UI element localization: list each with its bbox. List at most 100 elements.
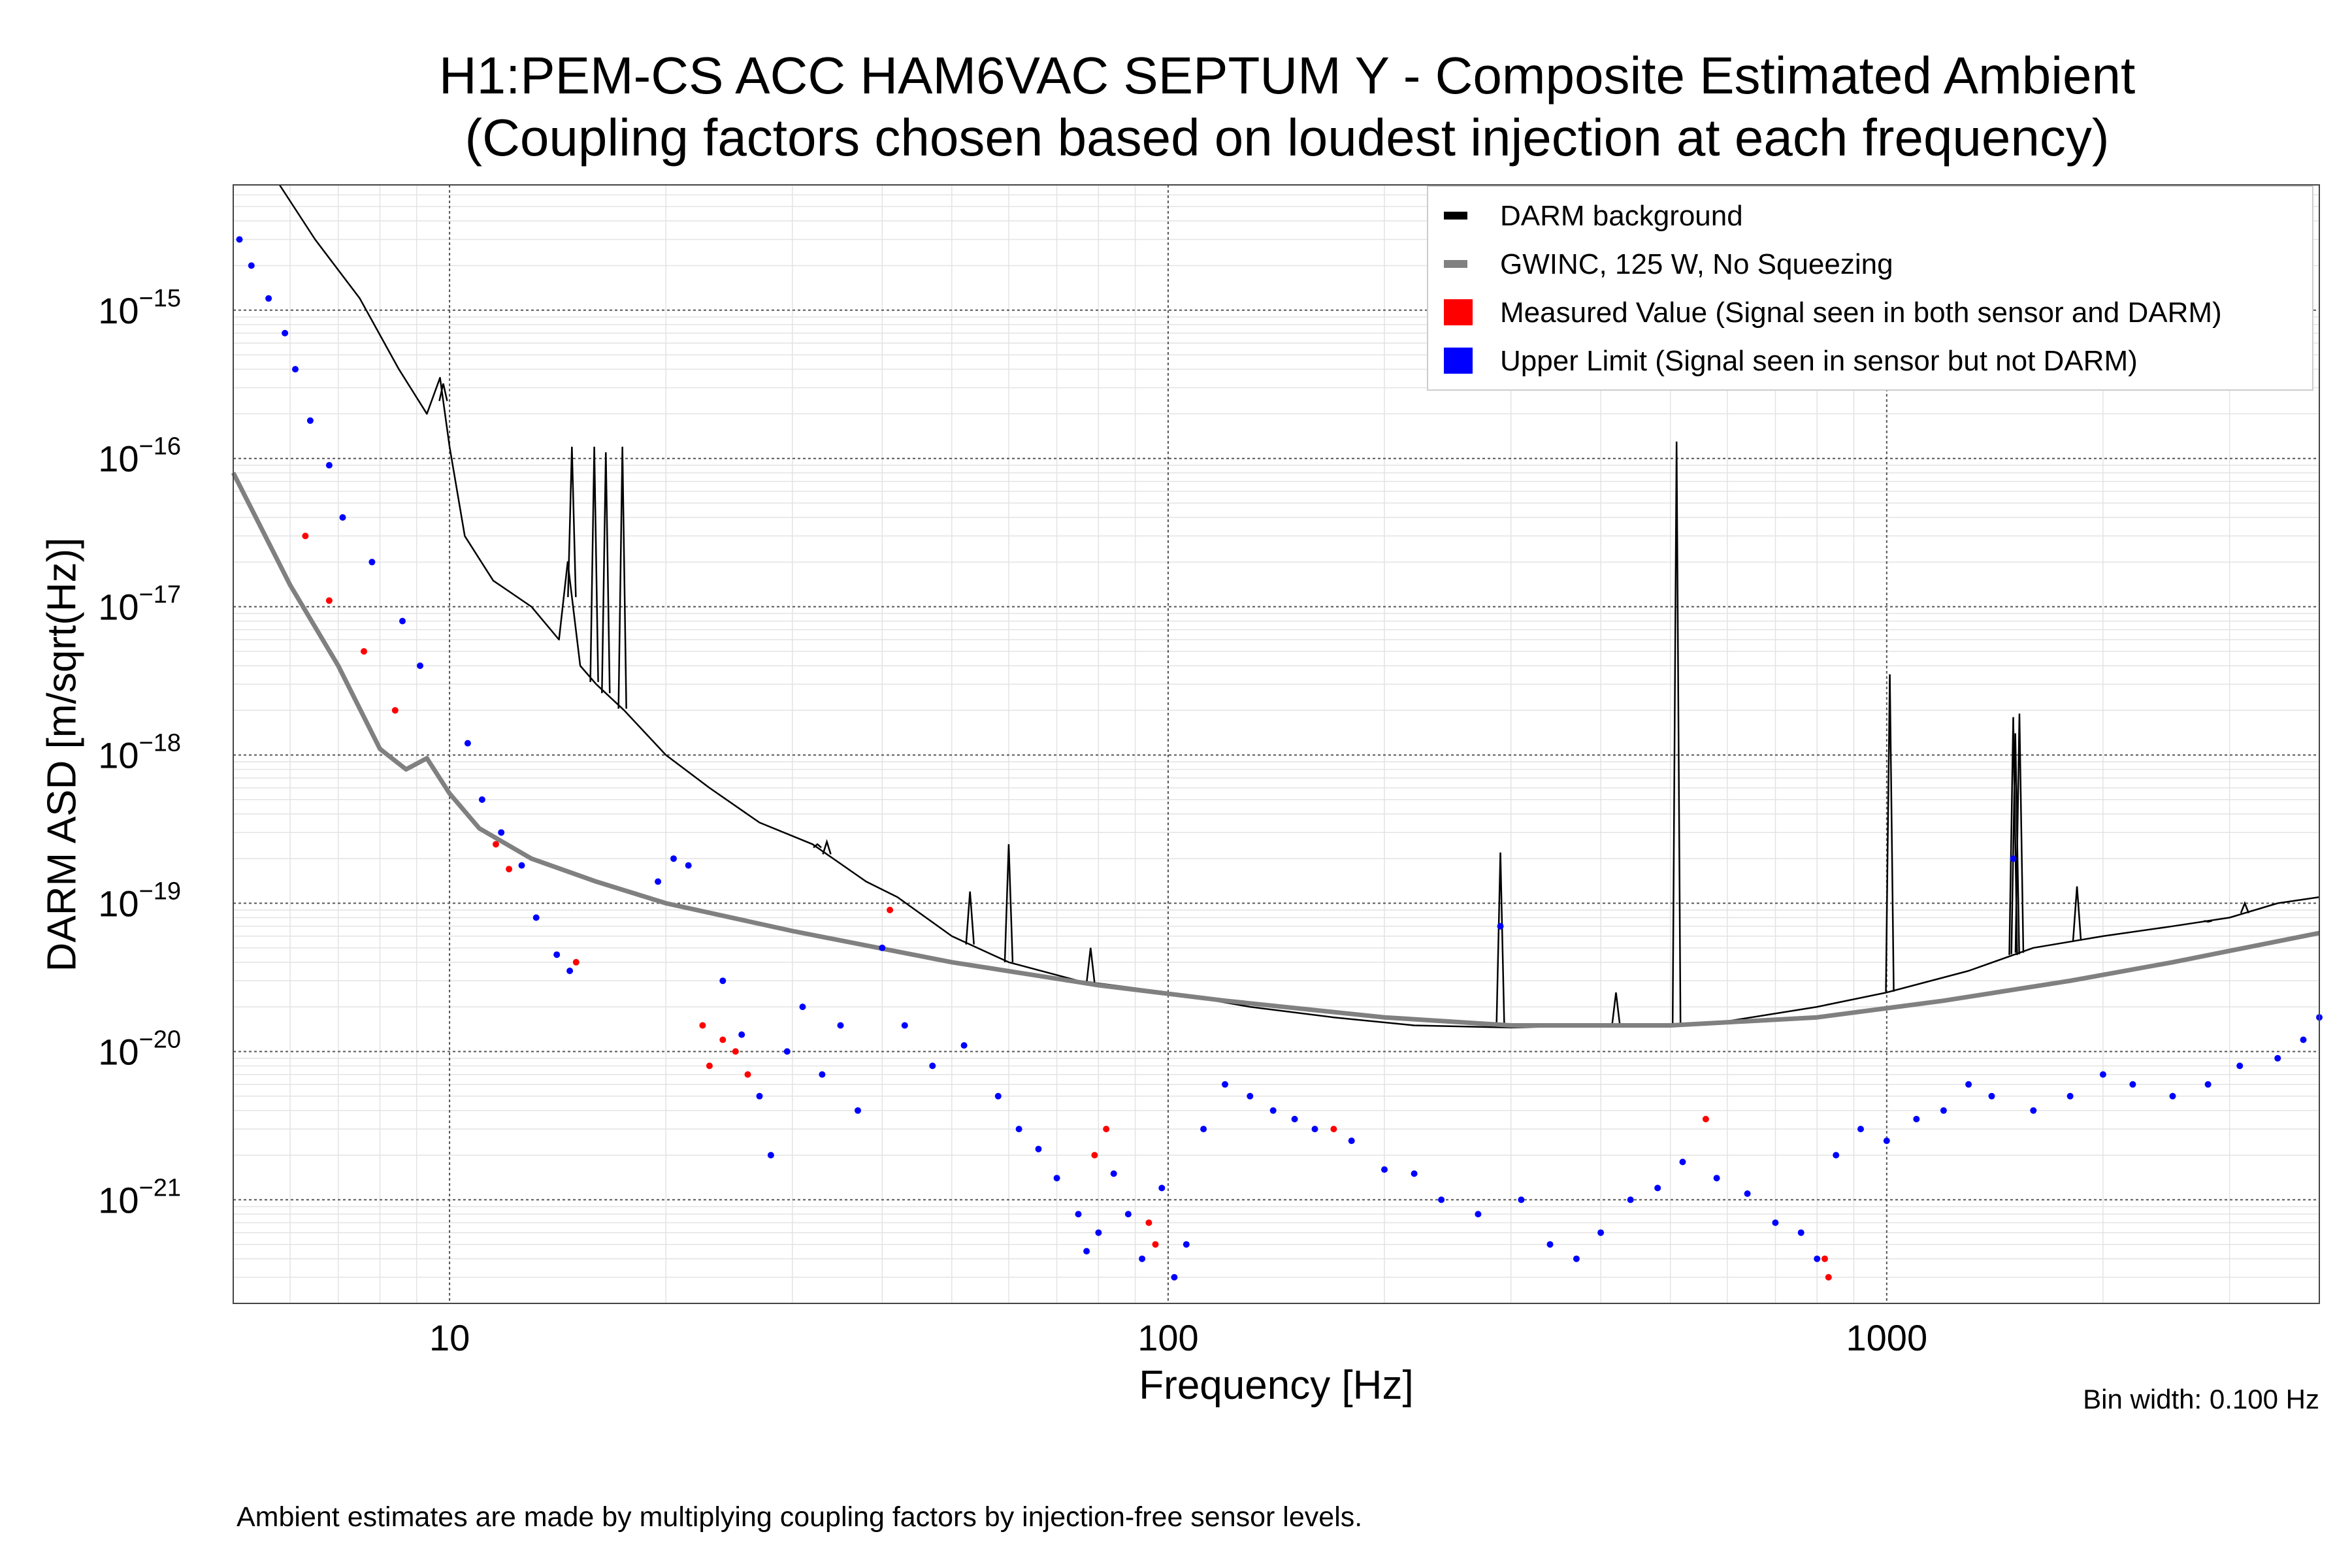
upper-limit-point bbox=[566, 968, 574, 974]
measured-value-point bbox=[1152, 1241, 1159, 1248]
darm-peak bbox=[567, 446, 577, 597]
upper-limit-point bbox=[1200, 1126, 1207, 1133]
darm-peak bbox=[2072, 886, 2082, 941]
legend-swatch bbox=[1444, 348, 1473, 374]
chart-subtitle: (Coupling factors chosen based on loudes… bbox=[465, 108, 2110, 167]
upper-limit-point bbox=[1411, 1170, 1418, 1177]
upper-limit-point bbox=[879, 944, 886, 951]
upper-limit-point bbox=[248, 262, 255, 269]
measured-value-point bbox=[1821, 1255, 1828, 1262]
upper-limit-point bbox=[1348, 1137, 1355, 1145]
upper-limit-point bbox=[417, 662, 423, 669]
y-tick-label: 10−15 bbox=[98, 285, 181, 331]
upper-limit-point bbox=[929, 1062, 936, 1070]
plot-border bbox=[233, 184, 2320, 1304]
upper-limit-point bbox=[478, 796, 485, 803]
darm-peak bbox=[617, 446, 627, 709]
upper-limit-point bbox=[1913, 1115, 1920, 1122]
upper-limit-point bbox=[2204, 1081, 2212, 1088]
legend-swatch bbox=[1444, 299, 1473, 325]
legend-box bbox=[1427, 186, 2313, 391]
x-axis-label: Frequency [Hz] bbox=[1139, 1363, 1414, 1408]
y-axis-label: DARM ASD [m/sqrt(Hz)] bbox=[39, 537, 85, 972]
legend-label: GWINC, 125 W, No Squeezing bbox=[1500, 248, 1893, 280]
upper-limit-point bbox=[2099, 1071, 2106, 1078]
upper-limit-point bbox=[1772, 1219, 1779, 1226]
measured-value-point bbox=[302, 532, 309, 540]
upper-limit-point bbox=[1546, 1241, 1554, 1248]
upper-limit-point bbox=[1475, 1211, 1482, 1218]
darm-peak bbox=[2014, 713, 2025, 953]
x-tick-label: 1000 bbox=[1846, 1317, 1928, 1358]
darm-peak bbox=[601, 452, 611, 694]
darm-peak bbox=[1885, 674, 1895, 992]
upper-limit-point bbox=[1269, 1107, 1277, 1114]
measured-value-point bbox=[732, 1048, 739, 1055]
upper-limit-point bbox=[236, 236, 243, 243]
upper-limit-point bbox=[2236, 1062, 2244, 1070]
upper-limit-point bbox=[2129, 1081, 2136, 1088]
legend-label: DARM background bbox=[1500, 200, 1743, 232]
upper-limit-point bbox=[1679, 1158, 1686, 1166]
legend-label: Measured Value (Signal seen in both sens… bbox=[1500, 297, 2222, 329]
legend-swatch bbox=[1444, 212, 1467, 220]
darm-peak bbox=[822, 839, 832, 855]
upper-limit-point bbox=[2300, 1036, 2307, 1043]
upper-limit-point bbox=[738, 1031, 745, 1038]
y-axis: 10−15 10−16 10−17 10−18 10−19 10−20 10−21 bbox=[98, 285, 181, 1221]
legend-swatch bbox=[1444, 260, 1467, 268]
darm-peak bbox=[1004, 844, 1014, 962]
upper-limit-point bbox=[1222, 1081, 1228, 1088]
upper-limit-point bbox=[2010, 855, 2017, 862]
y-tick-label: 10−19 bbox=[98, 878, 181, 924]
upper-limit-point bbox=[960, 1042, 968, 1049]
upper-limit-point bbox=[670, 855, 677, 862]
y-tick-label: 10−17 bbox=[98, 581, 181, 628]
measured-value-point bbox=[1702, 1115, 1709, 1122]
darm-peak bbox=[2008, 717, 2018, 955]
upper-limit-point bbox=[1597, 1229, 1605, 1236]
upper-limit-point bbox=[2030, 1107, 2037, 1114]
measured-value-point bbox=[506, 866, 513, 873]
upper-limit-point bbox=[783, 1048, 791, 1055]
upper-limit-point bbox=[1015, 1126, 1022, 1133]
darm-peak bbox=[2240, 901, 2250, 914]
upper-limit-point bbox=[1124, 1211, 1132, 1218]
upper-limit-point bbox=[767, 1152, 774, 1159]
measured-value-point bbox=[391, 707, 399, 714]
upper-limit-point bbox=[292, 366, 299, 373]
upper-limit-point bbox=[819, 1071, 826, 1078]
measured-value-point bbox=[1091, 1152, 1098, 1159]
upper-limit-point bbox=[1965, 1081, 1972, 1088]
upper-limit-point bbox=[1438, 1196, 1445, 1203]
footer-note: Ambient estimates are made by multiplyin… bbox=[237, 1501, 1363, 1533]
upper-limit-point bbox=[655, 878, 662, 885]
darm-peak bbox=[2010, 733, 2020, 955]
y-tick-label: 10−18 bbox=[98, 730, 181, 776]
darm-peak bbox=[1495, 852, 1505, 1028]
upper-limit-point bbox=[1497, 923, 1504, 930]
upper-limit-point bbox=[1744, 1190, 1751, 1197]
darm-peak bbox=[1671, 441, 1682, 1025]
upper-limit-point bbox=[464, 740, 471, 747]
upper-limit-point bbox=[685, 862, 692, 869]
upper-limit-point bbox=[1158, 1184, 1166, 1192]
measured-value-point bbox=[1825, 1274, 1832, 1281]
upper-limit-point bbox=[1139, 1255, 1146, 1262]
measured-value-point bbox=[572, 958, 580, 966]
darm-peak bbox=[1086, 947, 1096, 983]
upper-limit-point bbox=[1988, 1092, 1995, 1100]
measured-value-point bbox=[744, 1071, 751, 1078]
upper-limit-point bbox=[2066, 1092, 2074, 1100]
upper-limit-point bbox=[306, 417, 314, 424]
upper-limit-point bbox=[855, 1107, 861, 1114]
upper-limit-point bbox=[1183, 1241, 1190, 1248]
upper-limit-point bbox=[1291, 1115, 1298, 1122]
upper-limit-point bbox=[837, 1022, 844, 1029]
upper-limit-point bbox=[1053, 1175, 1060, 1182]
upper-limit-point bbox=[1518, 1196, 1525, 1203]
upper-limit-point bbox=[282, 329, 289, 336]
upper-limit-point bbox=[901, 1022, 908, 1029]
y-tick-label: 10−16 bbox=[98, 433, 181, 480]
